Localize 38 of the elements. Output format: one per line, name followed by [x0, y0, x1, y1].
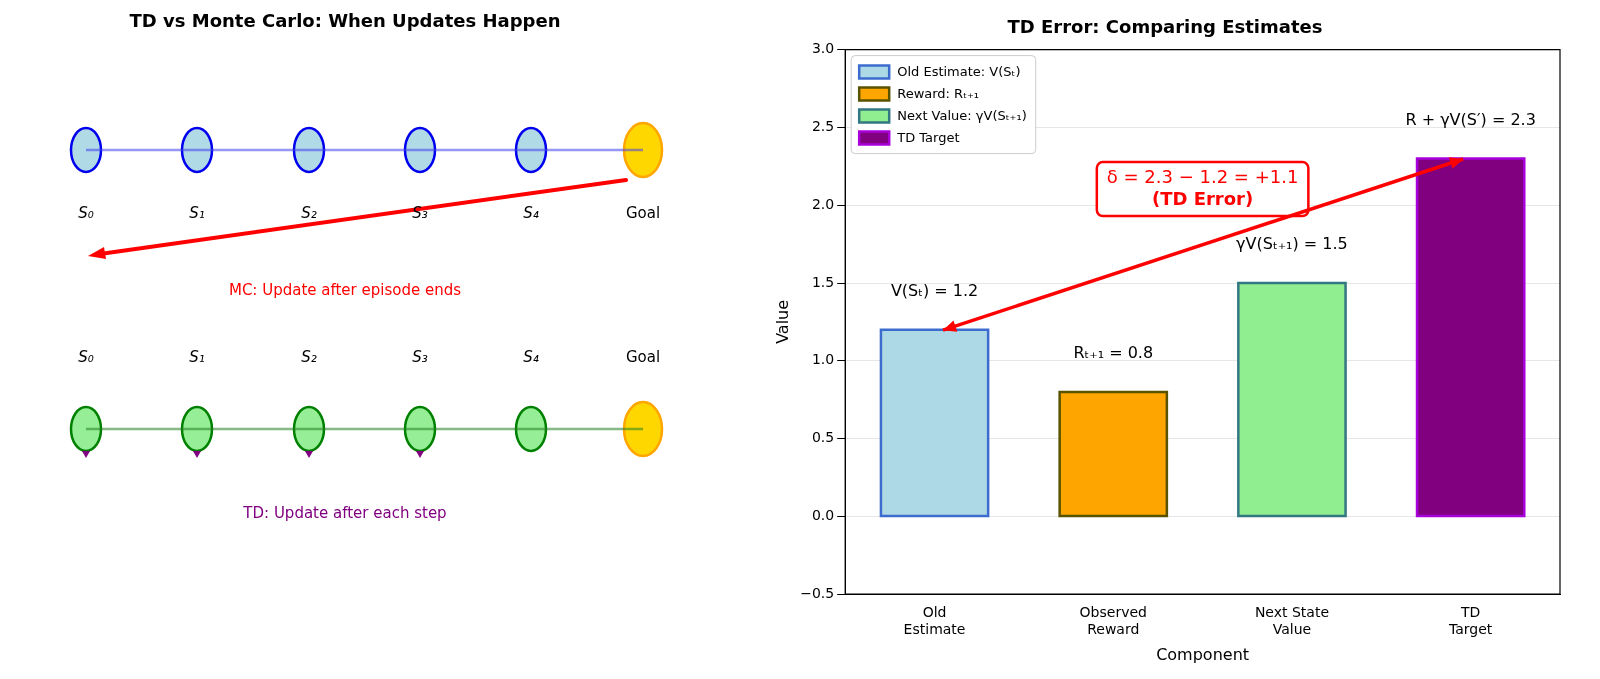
text: S₀	[78, 348, 94, 366]
data-label: Rₜ₊₁ = 0.8	[1073, 343, 1154, 363]
y-tick-label: −0.5	[800, 584, 835, 601]
x-tick-label: TD Target	[1447, 604, 1493, 638]
y-tick-label: 2.5	[811, 118, 835, 135]
text: Goal	[625, 348, 661, 366]
text: S₁	[189, 348, 205, 366]
y-tick-label: 1.0	[811, 351, 835, 368]
text: S₁	[189, 204, 205, 222]
legend-label: Reward: Rₜ₊₁	[897, 85, 980, 101]
x-tick-label: Observed Reward	[1079, 604, 1147, 638]
y-tick-label: 0.0	[811, 507, 835, 524]
text: S₀	[78, 204, 94, 222]
text: S₂	[301, 204, 317, 222]
x-axis-title: Component	[1156, 644, 1250, 664]
annotation: δ = 2.3 − 1.2 = +1.1 (TD Error)	[1106, 165, 1299, 209]
y-tick-label: 0.5	[811, 429, 835, 446]
y-tick-label: 1.5	[811, 273, 835, 290]
y-tick-label: 2.0	[811, 195, 835, 212]
data-label: V(Sₜ) = 1.2	[890, 280, 979, 300]
x-tick-label: Old Estimate	[903, 604, 966, 638]
y-tick-label: 3.0	[811, 40, 835, 57]
text: TD: Update after each step	[243, 504, 447, 522]
text: Goal	[625, 204, 661, 222]
chart-title: TD Error: Comparing Estimates	[1007, 16, 1323, 38]
text: S₄	[523, 348, 539, 366]
text: MC: Update after episode ends	[228, 281, 462, 299]
legend-label: Old Estimate: V(Sₜ)	[897, 63, 1021, 79]
data-label: R + γV(S′) = 2.3	[1405, 109, 1536, 129]
data-label: γV(Sₜ₊₁) = 1.5	[1236, 234, 1348, 254]
text: TD vs Monte Carlo: When Updates Happen	[129, 9, 561, 31]
legend-label: Next Value: γV(Sₜ₊₁)	[897, 107, 1027, 123]
x-tick-label: Next State Value	[1254, 604, 1330, 638]
y-axis-title: Value	[772, 299, 792, 344]
text: S₄	[523, 204, 539, 222]
text: S₃	[412, 348, 428, 366]
text: S₂	[301, 348, 317, 366]
legend-label: TD Target	[896, 129, 960, 145]
